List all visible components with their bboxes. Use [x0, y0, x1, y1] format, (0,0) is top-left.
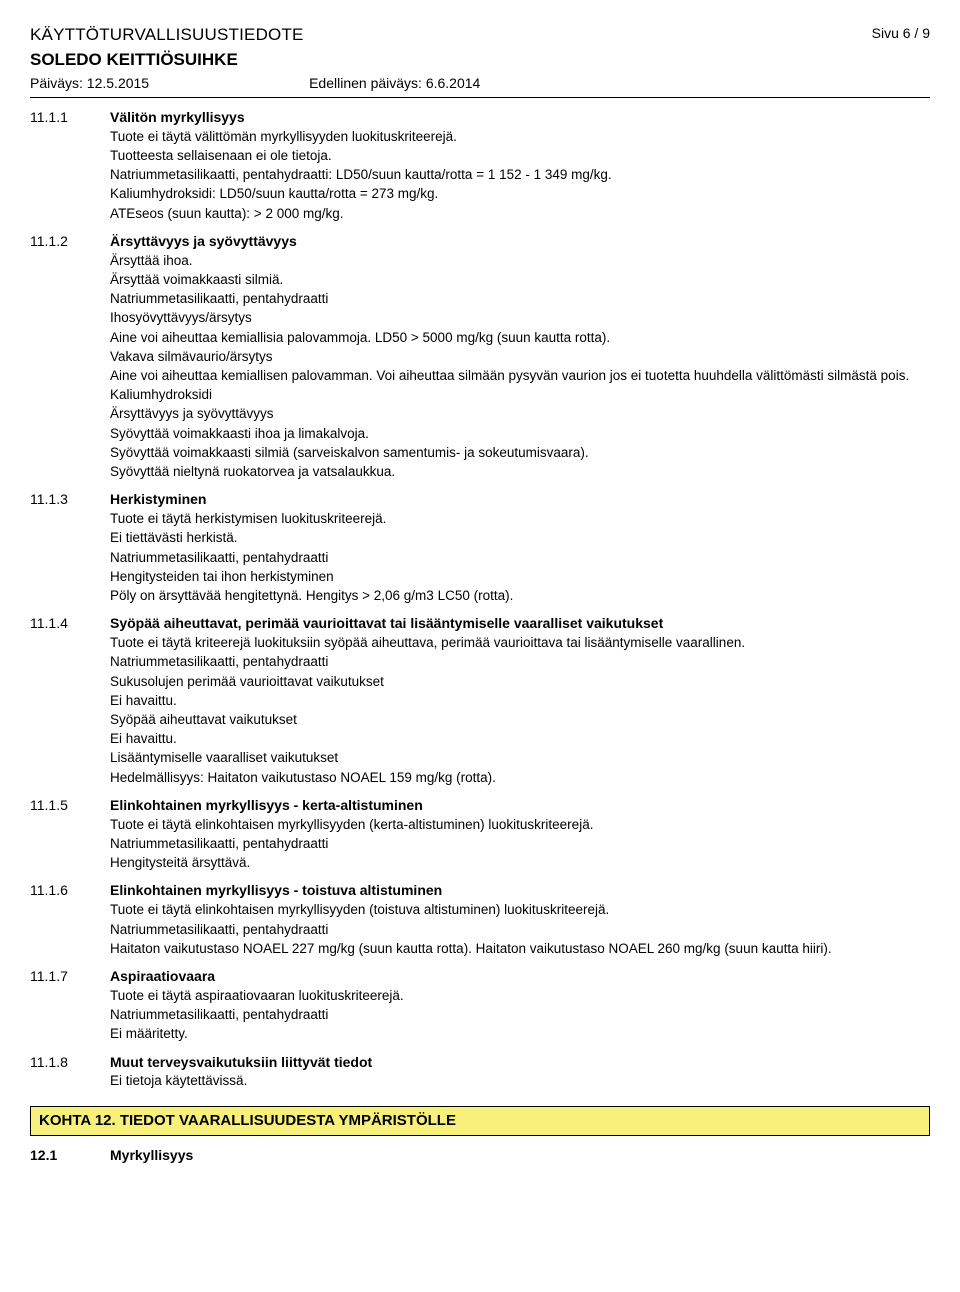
- body-text: Syövyttää nieltynä ruokatorvea ja vatsal…: [110, 463, 930, 481]
- body-text: Natriummetasilikaatti, pentahydraatti: [110, 1006, 930, 1024]
- body-text: Haitaton vaikutustaso NOAEL 227 mg/kg (s…: [110, 940, 930, 958]
- body-text: Ei tietoja käytettävissä.: [110, 1072, 930, 1090]
- section-body: Elinkohtainen myrkyllisyys - kerta-altis…: [110, 796, 930, 874]
- body-text: Natriummetasilikaatti, pentahydraatti: [110, 549, 930, 567]
- section-body: Ärsyttävyys ja syövyttävyys Ärsyttää iho…: [110, 232, 930, 483]
- section-heading: Välitön myrkyllisyys: [110, 108, 930, 127]
- section-heading: Elinkohtainen myrkyllisyys - kerta-altis…: [110, 796, 930, 815]
- body-text: Ärsyttävyys ja syövyttävyys: [110, 405, 930, 423]
- section-body: Syöpää aiheuttavat, perimää vaurioittava…: [110, 614, 930, 788]
- date-current: Päiväys: 12.5.2015: [30, 74, 149, 93]
- page-number: Sivu 6 / 9: [872, 24, 930, 43]
- body-text: Tuotteesta sellaisenaan ei ole tietoja.: [110, 147, 930, 165]
- body-text: Ei tiettävästi herkistä.: [110, 529, 930, 547]
- section-number: 11.1.7: [30, 967, 110, 1045]
- body-text: Syövyttää voimakkaasti silmiä (sarveiska…: [110, 444, 930, 462]
- body-text: Aine voi aiheuttaa kemiallisen palovamma…: [110, 367, 930, 385]
- section-heading: Aspiraatiovaara: [110, 967, 930, 986]
- section-number: 12.1: [30, 1146, 110, 1165]
- body-text: Ärsyttää voimakkaasti silmiä.: [110, 271, 930, 289]
- section-heading: Myrkyllisyys: [110, 1146, 193, 1165]
- section-number: 11.1.6: [30, 881, 110, 959]
- section-heading: Syöpää aiheuttavat, perimää vaurioittava…: [110, 614, 930, 633]
- body-text: Natriummetasilikaatti, pentahydraatti: [110, 290, 930, 308]
- body-text: Syöpää aiheuttavat vaikutukset: [110, 711, 930, 729]
- body-text: Natriummetasilikaatti, pentahydraatti: [110, 835, 930, 853]
- body-text: Tuote ei täytä herkistymisen luokituskri…: [110, 510, 930, 528]
- body-text: Tuote ei täytä aspiraatiovaaran luokitus…: [110, 987, 930, 1005]
- body-text: Ei havaittu.: [110, 730, 930, 748]
- body-text: Aine voi aiheuttaa kemiallisia palovammo…: [110, 329, 930, 347]
- section-heading: Elinkohtainen myrkyllisyys - toistuva al…: [110, 881, 930, 900]
- section-heading: Ärsyttävyys ja syövyttävyys: [110, 232, 930, 251]
- body-text: Ärsyttää ihoa.: [110, 252, 930, 270]
- section-heading: Herkistyminen: [110, 490, 930, 509]
- body-text: Lisääntymiselle vaaralliset vaikutukset: [110, 749, 930, 767]
- section-number: 11.1.1: [30, 108, 110, 224]
- body-text: Hedelmällisyys: Haitaton vaikutustaso NO…: [110, 769, 930, 787]
- section-number: 11.1.4: [30, 614, 110, 788]
- section-number: 11.1.5: [30, 796, 110, 874]
- body-text: Ei määritetty.: [110, 1025, 930, 1043]
- kohta-12-heading: KOHTA 12. TIEDOT VAARALLISUUDESTA YMPÄRI…: [30, 1106, 930, 1136]
- header-divider: [30, 97, 930, 98]
- body-text: Hengitysteiden tai ihon herkistyminen: [110, 568, 930, 586]
- body-text: Tuote ei täytä elinkohtaisen myrkyllisyy…: [110, 901, 930, 919]
- section-body: Aspiraatiovaara Tuote ei täytä aspiraati…: [110, 967, 930, 1045]
- section-number: 11.1.3: [30, 490, 110, 606]
- body-text: Natriummetasilikaatti, pentahydraatti: [110, 921, 930, 939]
- body-text: Natriummetasilikaatti, pentahydraatti: L…: [110, 166, 930, 184]
- section-body: Elinkohtainen myrkyllisyys - toistuva al…: [110, 881, 930, 959]
- body-text: Pöly on ärsyttävää hengitettynä. Hengity…: [110, 587, 930, 605]
- body-text: Hengitysteitä ärsyttävä.: [110, 854, 930, 872]
- section-body: Muut terveysvaikutuksiin liittyvät tiedo…: [110, 1053, 930, 1092]
- body-text: Tuote ei täytä välittömän myrkyllisyyden…: [110, 128, 930, 146]
- body-text: Sukusolujen perimää vaurioittavat vaikut…: [110, 673, 930, 691]
- section-number: 11.1.8: [30, 1053, 110, 1092]
- product-name: SOLEDO KEITTIÖSUIHKE: [30, 49, 930, 72]
- body-text: ATEseos (suun kautta): > 2 000 mg/kg.: [110, 205, 930, 223]
- body-text: Tuote ei täytä kriteerejä luokituksiin s…: [110, 634, 930, 652]
- body-text: Ihosyövyttävyys/ärsytys: [110, 309, 930, 327]
- body-text: Syövyttää voimakkaasti ihoa ja limakalvo…: [110, 425, 930, 443]
- body-text: Tuote ei täytä elinkohtaisen myrkyllisyy…: [110, 816, 930, 834]
- body-text: Natriummetasilikaatti, pentahydraatti: [110, 653, 930, 671]
- section-body: Herkistyminen Tuote ei täytä herkistymis…: [110, 490, 930, 606]
- section-heading: Muut terveysvaikutuksiin liittyvät tiedo…: [110, 1053, 930, 1072]
- date-previous: Edellinen päiväys: 6.6.2014: [309, 74, 480, 93]
- section-number: 11.1.2: [30, 232, 110, 483]
- document-title: KÄYTTÖTURVALLISUUSTIEDOTE: [30, 24, 304, 47]
- body-text: Kaliumhydroksidi: [110, 386, 930, 404]
- section-body: Välitön myrkyllisyys Tuote ei täytä väli…: [110, 108, 930, 224]
- body-text: Vakava silmävaurio/ärsytys: [110, 348, 930, 366]
- body-text: Ei havaittu.: [110, 692, 930, 710]
- body-text: Kaliumhydroksidi: LD50/suun kautta/rotta…: [110, 185, 930, 203]
